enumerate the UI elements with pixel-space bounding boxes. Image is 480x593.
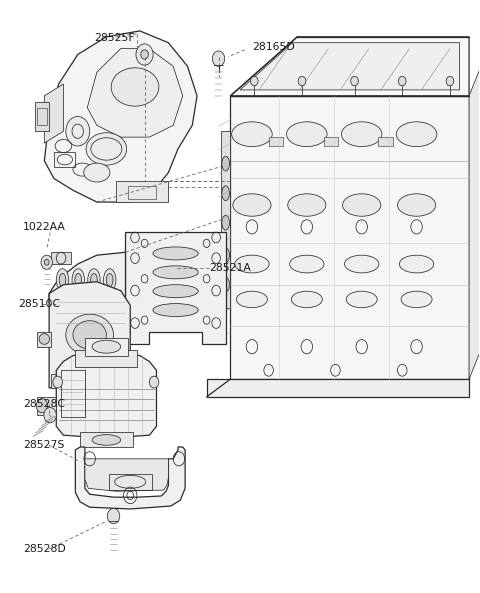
Polygon shape bbox=[80, 432, 132, 447]
Text: 28165D: 28165D bbox=[252, 42, 295, 52]
Circle shape bbox=[53, 376, 62, 388]
Ellipse shape bbox=[153, 247, 198, 260]
Polygon shape bbox=[469, 60, 480, 379]
Polygon shape bbox=[206, 379, 469, 397]
Ellipse shape bbox=[66, 314, 114, 356]
Ellipse shape bbox=[232, 122, 272, 146]
Ellipse shape bbox=[291, 291, 323, 308]
Ellipse shape bbox=[222, 248, 229, 263]
Ellipse shape bbox=[222, 157, 229, 171]
Text: 28527S: 28527S bbox=[23, 440, 64, 450]
Ellipse shape bbox=[59, 273, 66, 286]
Ellipse shape bbox=[92, 340, 120, 353]
Polygon shape bbox=[85, 459, 168, 491]
Ellipse shape bbox=[153, 304, 198, 317]
Ellipse shape bbox=[75, 273, 82, 286]
Polygon shape bbox=[230, 37, 469, 96]
Polygon shape bbox=[378, 137, 393, 146]
Ellipse shape bbox=[222, 186, 229, 200]
Ellipse shape bbox=[84, 163, 110, 182]
Polygon shape bbox=[75, 350, 137, 367]
Polygon shape bbox=[51, 252, 71, 264]
Ellipse shape bbox=[237, 291, 267, 308]
Text: 28521A: 28521A bbox=[209, 263, 251, 273]
Ellipse shape bbox=[56, 269, 69, 291]
Circle shape bbox=[36, 398, 48, 413]
Polygon shape bbox=[116, 181, 168, 202]
Circle shape bbox=[351, 76, 359, 86]
Polygon shape bbox=[37, 332, 51, 347]
Ellipse shape bbox=[346, 291, 377, 308]
Polygon shape bbox=[49, 252, 125, 311]
Ellipse shape bbox=[111, 68, 159, 106]
Circle shape bbox=[141, 50, 148, 59]
Ellipse shape bbox=[91, 273, 97, 286]
Polygon shape bbox=[125, 232, 226, 344]
Text: 28525F: 28525F bbox=[95, 33, 135, 43]
Circle shape bbox=[149, 376, 159, 388]
Circle shape bbox=[298, 76, 306, 86]
Polygon shape bbox=[85, 338, 128, 356]
Circle shape bbox=[41, 255, 52, 269]
Ellipse shape bbox=[72, 269, 84, 291]
Ellipse shape bbox=[288, 194, 326, 216]
Circle shape bbox=[108, 508, 120, 524]
Polygon shape bbox=[49, 282, 130, 388]
Ellipse shape bbox=[233, 194, 271, 216]
Circle shape bbox=[44, 407, 56, 423]
Text: 28528C: 28528C bbox=[23, 399, 65, 409]
Ellipse shape bbox=[235, 255, 269, 273]
Ellipse shape bbox=[104, 269, 116, 291]
Text: 28510C: 28510C bbox=[18, 299, 60, 308]
Ellipse shape bbox=[345, 255, 379, 273]
Circle shape bbox=[136, 44, 153, 65]
Ellipse shape bbox=[39, 334, 49, 345]
Polygon shape bbox=[44, 84, 63, 143]
Ellipse shape bbox=[289, 255, 324, 273]
Ellipse shape bbox=[153, 285, 198, 298]
Polygon shape bbox=[35, 102, 49, 131]
Text: 1022AA: 1022AA bbox=[23, 222, 66, 232]
Polygon shape bbox=[51, 374, 71, 388]
Ellipse shape bbox=[222, 278, 229, 292]
Polygon shape bbox=[37, 397, 56, 415]
Ellipse shape bbox=[222, 215, 229, 230]
Polygon shape bbox=[269, 137, 283, 146]
Ellipse shape bbox=[399, 255, 434, 273]
Ellipse shape bbox=[88, 269, 100, 291]
Polygon shape bbox=[75, 447, 185, 509]
Polygon shape bbox=[230, 96, 469, 379]
Polygon shape bbox=[44, 31, 197, 202]
Circle shape bbox=[446, 76, 454, 86]
Ellipse shape bbox=[73, 321, 107, 349]
Ellipse shape bbox=[107, 273, 113, 286]
Polygon shape bbox=[221, 131, 230, 308]
Circle shape bbox=[212, 51, 225, 66]
Ellipse shape bbox=[287, 122, 327, 146]
Circle shape bbox=[251, 76, 258, 86]
Polygon shape bbox=[240, 43, 459, 90]
Polygon shape bbox=[56, 353, 156, 438]
Polygon shape bbox=[324, 137, 338, 146]
Polygon shape bbox=[87, 49, 183, 137]
Ellipse shape bbox=[397, 194, 436, 216]
Ellipse shape bbox=[86, 133, 127, 165]
Circle shape bbox=[398, 76, 406, 86]
Ellipse shape bbox=[341, 122, 382, 146]
Circle shape bbox=[66, 116, 90, 146]
Ellipse shape bbox=[153, 266, 198, 279]
Text: 28528D: 28528D bbox=[23, 544, 66, 554]
Ellipse shape bbox=[92, 435, 120, 445]
Ellipse shape bbox=[396, 122, 437, 146]
Ellipse shape bbox=[401, 291, 432, 308]
Ellipse shape bbox=[343, 194, 381, 216]
Circle shape bbox=[44, 259, 49, 265]
